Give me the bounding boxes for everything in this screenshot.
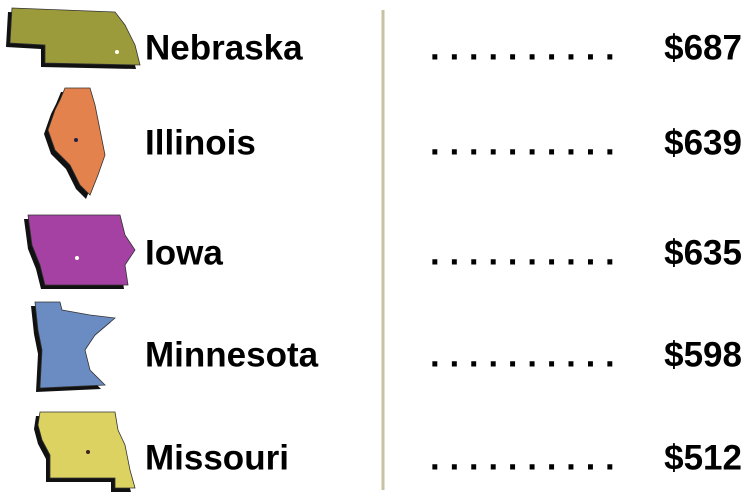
iowa-shape (24, 214, 136, 289)
leader-dots: . . . . . . . . . . (430, 123, 615, 162)
state-name: Minnesota (145, 335, 319, 374)
state-value: $635 (664, 233, 742, 272)
state-name: Nebraska (145, 28, 303, 67)
leader-dots: . . . . . . . . . . (430, 335, 615, 374)
state-name: Missouri (145, 438, 289, 477)
nebraska-shape (6, 7, 141, 69)
leader-dots: . . . . . . . . . . (430, 233, 615, 272)
minnesota-shape (31, 301, 116, 392)
state-value: $598 (664, 335, 742, 374)
state-value: $639 (664, 123, 742, 162)
state-value: $687 (664, 28, 742, 67)
missouri-shape (34, 411, 136, 492)
illinois-shape (44, 87, 106, 199)
state-name: Iowa (145, 233, 223, 272)
leader-dots: . . . . . . . . . . (430, 28, 615, 67)
state-value: $512 (664, 438, 742, 477)
leader-dots: . . . . . . . . . . (430, 438, 615, 477)
state-name: Illinois (145, 123, 256, 162)
